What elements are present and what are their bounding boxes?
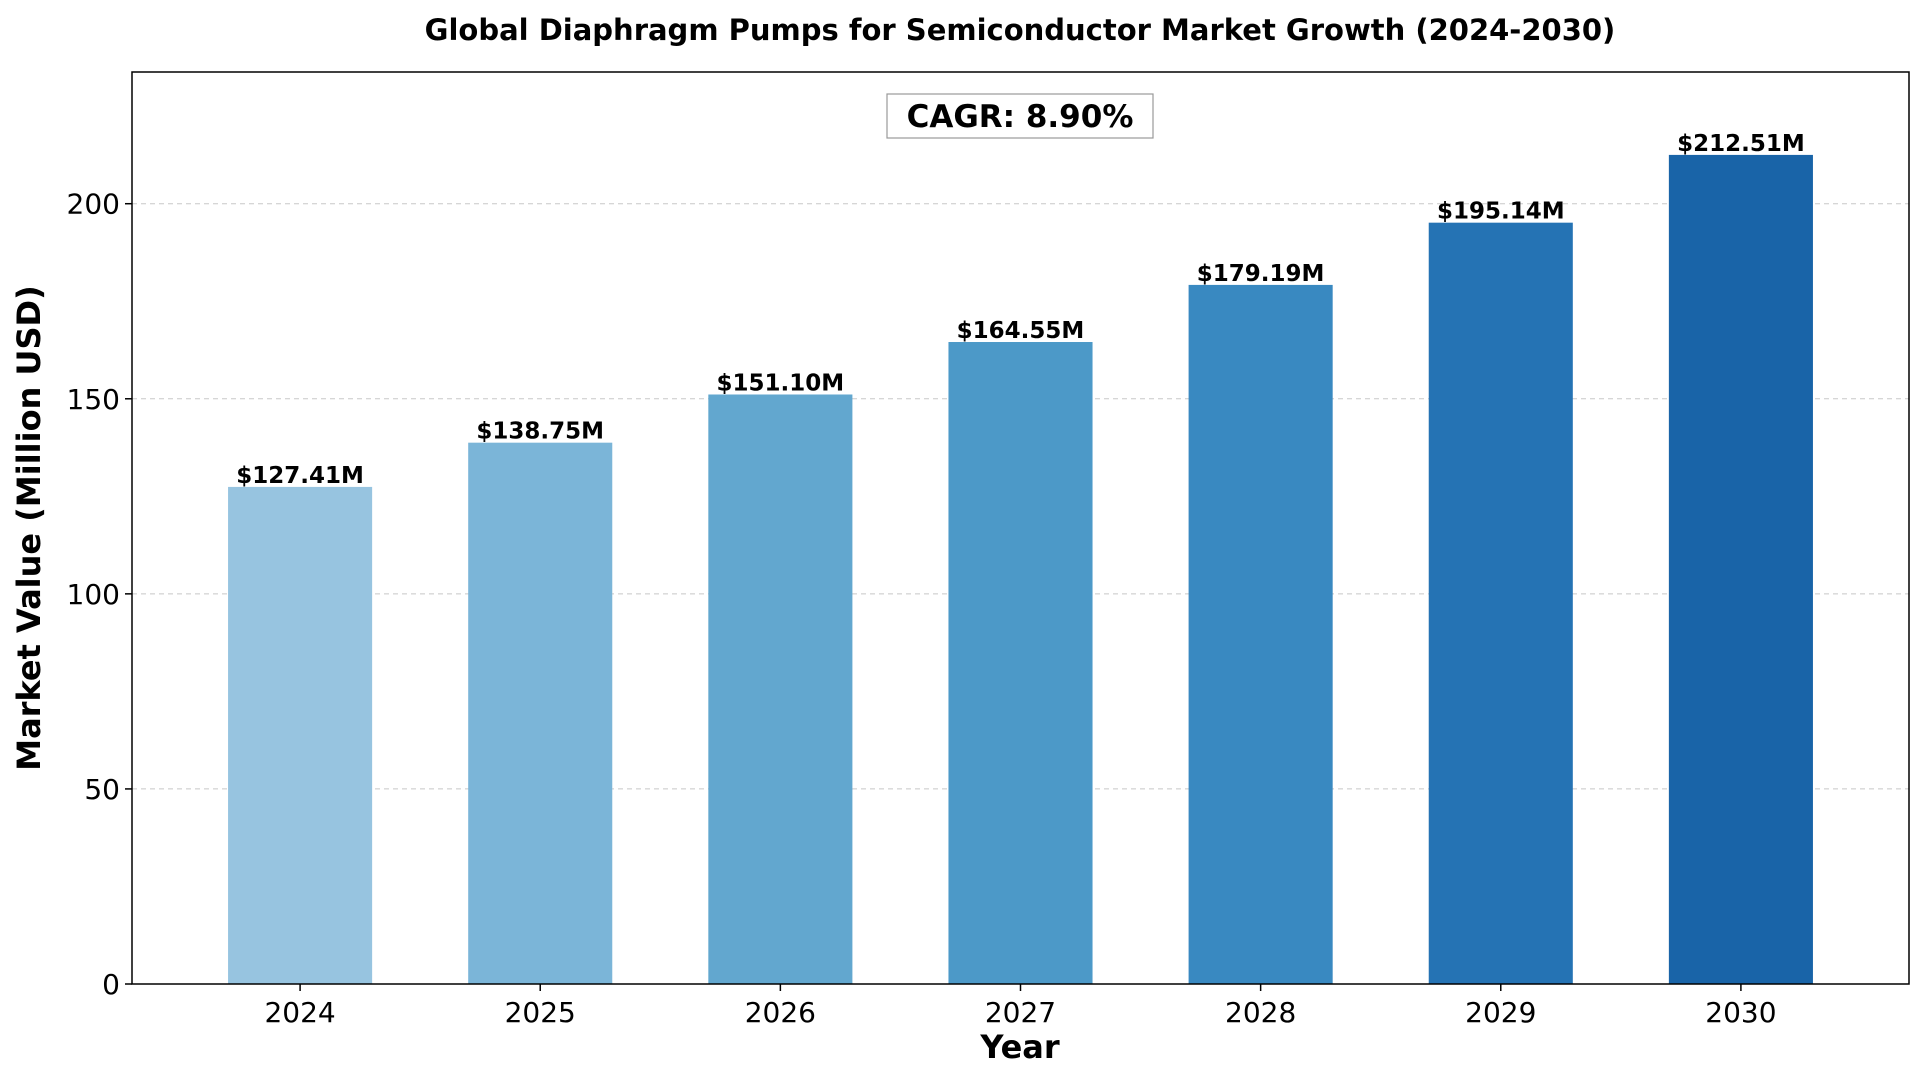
y-tick-label: 0	[102, 968, 120, 1001]
x-tick-label: 2025	[505, 996, 576, 1029]
y-tick-label: 150	[67, 383, 120, 416]
cagr-annotation: CAGR: 8.90%	[886, 93, 1154, 139]
axis-ticks: 0 50 100 150 200 2024 2025 2026 2027 2028 2029 2030	[67, 188, 1777, 1029]
chart-title: Global Diaphragm Pumps for Semiconductor…	[425, 13, 1616, 47]
bar-value-label: $164.55M	[957, 318, 1085, 344]
bar	[1428, 222, 1573, 984]
bar-value-label: $195.14M	[1437, 199, 1565, 225]
bars	[228, 154, 1813, 985]
x-tick-label: 2026	[745, 996, 816, 1029]
data-labels: $127.41M $138.75M $151.10M $164.55M $179.19M…	[236, 131, 1804, 489]
bar	[1668, 154, 1813, 985]
grid-lines	[132, 203, 1909, 790]
bar	[708, 394, 853, 984]
y-tick-label: 200	[67, 188, 120, 221]
bar-value-label: $212.51M	[1677, 131, 1805, 157]
x-tick-label: 2030	[1705, 996, 1776, 1029]
x-tick-label: 2028	[1225, 996, 1296, 1029]
x-axis-label: Year	[979, 1028, 1060, 1066]
bar-value-label: $127.41M	[236, 463, 364, 489]
cagr-box	[886, 93, 1154, 139]
y-axis-label: Market Value (Million USD)	[10, 285, 48, 770]
bar	[228, 486, 373, 984]
x-tick-label: 2029	[1465, 996, 1536, 1029]
bar	[468, 442, 613, 985]
cagr-text: CAGR: 8.90%	[907, 99, 1134, 135]
bar-value-label: $138.75M	[476, 419, 604, 445]
x-tick-label: 2027	[985, 996, 1056, 1029]
bar	[948, 342, 1093, 984]
bar-value-label: $151.10M	[717, 370, 845, 396]
y-tick-label: 50	[84, 773, 120, 806]
bar-value-label: $179.19M	[1197, 261, 1325, 287]
bar	[1188, 284, 1333, 984]
y-tick-label: 100	[67, 578, 120, 611]
x-tick-label: 2024	[264, 996, 335, 1029]
